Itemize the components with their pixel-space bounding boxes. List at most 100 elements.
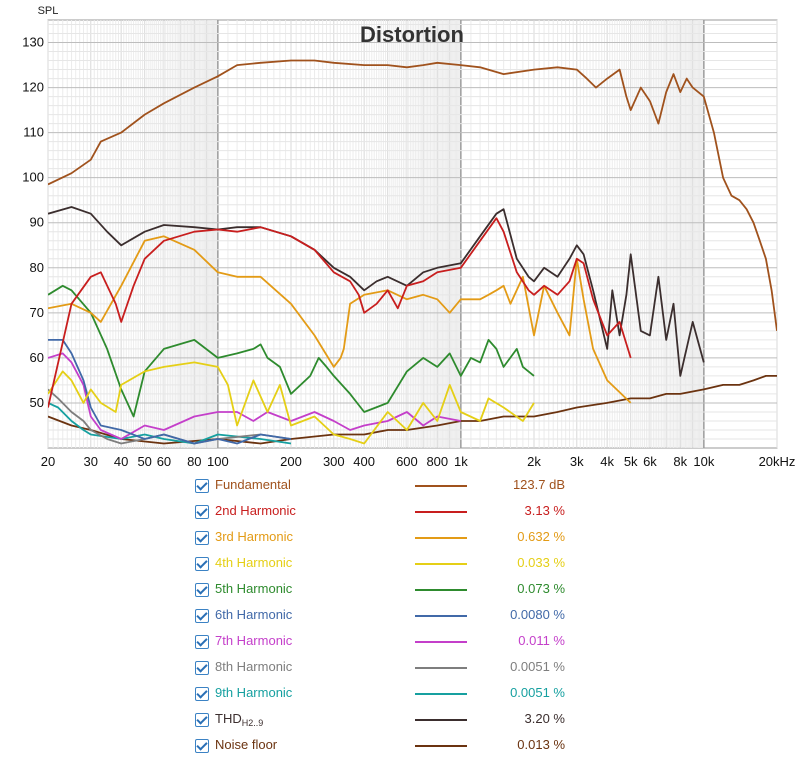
legend-series-value: 0.033 % — [517, 555, 565, 570]
x-tick-label: 50 — [137, 454, 151, 469]
x-tick-label: 20 — [41, 454, 55, 469]
checkbox-checked-icon[interactable] — [195, 531, 209, 545]
x-tick-label: 10k — [693, 454, 714, 469]
legend-color-swatch — [415, 511, 467, 513]
y-tick-label: 90 — [30, 215, 44, 230]
y-tick-label: 120 — [22, 80, 44, 95]
legend-series-value: 123.7 dB — [512, 477, 565, 492]
series-line-9th-harmonic — [48, 402, 292, 445]
x-tick-label: 6k — [643, 454, 657, 469]
legend-series-name-text: Fundamental — [215, 477, 291, 492]
x-tick-label: 200 — [280, 454, 302, 469]
y-tick-label: 100 — [22, 170, 44, 185]
y-tick-label: 70 — [30, 305, 44, 320]
legend-series-name: 9th Harmonic — [215, 685, 292, 700]
checkbox-checked-icon[interactable] — [195, 687, 209, 701]
x-tick-label: 30 — [84, 454, 98, 469]
y-tick-label: 60 — [30, 350, 44, 365]
legend-color-swatch — [415, 485, 467, 487]
y-tick-label: 130 — [22, 35, 44, 50]
checkbox-checked-icon[interactable] — [195, 479, 209, 493]
legend-color-swatch — [415, 537, 467, 539]
x-tick-label: 800 — [426, 454, 448, 469]
axis-ticks: 20 30 40 50 60 80 100 200 300 400 600 800 1k 2k 3k 4k 5k… — [22, 35, 795, 469]
legend-row: 5th Harmonic 0.073 % — [195, 580, 585, 606]
checkbox-checked-icon[interactable] — [195, 557, 209, 571]
series-line-3rd-harmonic — [48, 235, 632, 404]
series-line-6th-harmonic — [48, 339, 292, 445]
legend-series-name: THDH2..9 — [215, 711, 263, 728]
series-line-thd — [48, 206, 705, 377]
legend-color-swatch — [415, 641, 467, 643]
series-group — [48, 59, 777, 445]
legend-series-value: 3.13 % — [524, 503, 565, 518]
series-line-5th-harmonic — [48, 284, 535, 418]
x-tick-label: 40 — [114, 454, 128, 469]
x-tick-label: 300 — [323, 454, 345, 469]
x-tick-label: 1k — [454, 454, 468, 469]
legend-color-swatch — [415, 589, 467, 591]
legend-row: Fundamental 123.7 dB — [195, 476, 585, 502]
legend-series-name: 2nd Harmonic — [215, 503, 296, 518]
legend-series-value: 0.0051 % — [510, 659, 565, 674]
x-tick-label: 400 — [353, 454, 375, 469]
legend-series-value: 3.20 % — [524, 711, 565, 726]
y-axis-label: SPL — [38, 5, 59, 17]
legend-series-name: 3rd Harmonic — [215, 529, 293, 544]
checkbox-checked-icon[interactable] — [195, 635, 209, 649]
legend-series-name-text: 2nd Harmonic — [215, 503, 296, 518]
legend-series-value: 0.0080 % — [510, 607, 565, 622]
y-tick-label: 80 — [30, 260, 44, 275]
legend-row: 6th Harmonic 0.0080 % — [195, 606, 585, 632]
legend-series-name-text: 8th Harmonic — [215, 659, 293, 674]
legend-color-swatch — [415, 745, 467, 747]
legend-series-name-text: 6th Harmonic — [215, 607, 293, 622]
checkbox-checked-icon[interactable] — [195, 661, 209, 675]
checkbox-checked-icon[interactable] — [195, 739, 209, 753]
checkbox-checked-icon[interactable] — [195, 609, 209, 623]
legend-series-name: Fundamental — [215, 477, 291, 492]
legend-series-name: Noise floor — [215, 737, 277, 752]
legend-series-name-text: 5th Harmonic — [215, 581, 293, 596]
legend-color-swatch — [415, 667, 467, 669]
legend-series-name: 6th Harmonic — [215, 607, 292, 622]
x-tick-label: 3k — [570, 454, 584, 469]
y-tick-label: 50 — [30, 395, 44, 410]
legend-row: Noise floor 0.013 % — [195, 736, 585, 762]
legend-series-value: 0.073 % — [517, 581, 565, 596]
legend-row: 2nd Harmonic 3.13 % — [195, 502, 585, 528]
checkbox-checked-icon[interactable] — [195, 505, 209, 519]
x-tick-label: 4k — [600, 454, 614, 469]
legend-series-name-text: 7th Harmonic — [215, 633, 293, 648]
x-tick-label: 60 — [157, 454, 171, 469]
legend-series-subscript: H2..9 — [241, 718, 264, 728]
legend-color-swatch — [415, 615, 467, 617]
legend-row: THDH2..9 3.20 % — [195, 710, 585, 736]
legend-series-name: 7th Harmonic — [215, 633, 292, 648]
legend-row: 3rd Harmonic 0.632 % — [195, 528, 585, 554]
legend-color-swatch — [415, 693, 467, 695]
legend-series-name-text: 3rd Harmonic — [215, 529, 294, 544]
series-line-noise-floor — [48, 375, 777, 445]
legend-series-value: 0.011 % — [518, 633, 565, 648]
legend-row: 7th Harmonic 0.011 % — [195, 632, 585, 658]
x-tick-label: 8k — [673, 454, 687, 469]
legend-color-swatch — [415, 719, 467, 721]
legend-row: 9th Harmonic 0.0051 % — [195, 684, 585, 710]
x-tick-label: 600 — [396, 454, 418, 469]
checkbox-checked-icon[interactable] — [195, 583, 209, 597]
series-line-fundamental — [48, 59, 777, 332]
series-line-2nd-harmonic — [48, 217, 632, 408]
legend-color-swatch — [415, 563, 467, 565]
checkbox-checked-icon[interactable] — [195, 713, 209, 727]
legend-series-name-text: Noise floor — [215, 737, 278, 752]
legend-series-value: 0.0051 % — [510, 685, 565, 700]
x-tick-label: 2k — [527, 454, 541, 469]
legend-series-name: 5th Harmonic — [215, 581, 292, 596]
distortion-chart: 20 30 40 50 60 80 100 200 300 400 600 800 1k 2k 3k 4k 5k… — [22, 5, 795, 469]
legend-series-name-text: 4th Harmonic — [215, 555, 293, 570]
x-tick-label: 100 — [207, 454, 229, 469]
y-tick-label: 110 — [23, 125, 44, 140]
legend-series-value: 0.013 % — [517, 737, 565, 752]
series-line-4th-harmonic — [48, 361, 535, 445]
